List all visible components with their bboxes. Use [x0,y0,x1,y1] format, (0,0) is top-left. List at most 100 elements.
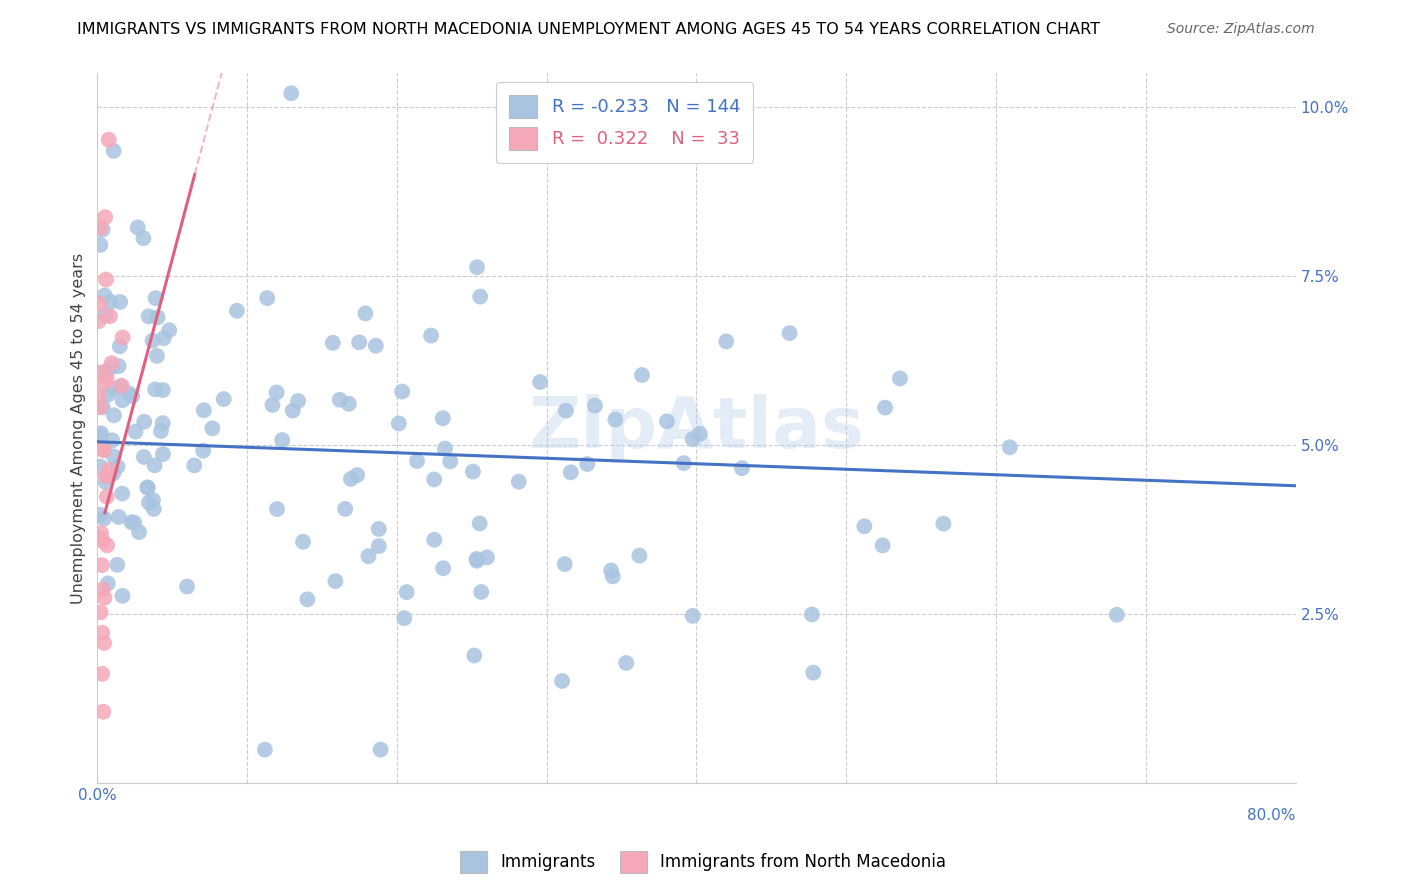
Point [682,432,704,446]
Point [152,416,174,430]
Point [132,231,155,245]
Point [97,133,120,147]
Point [873,401,896,415]
Point [138,310,160,324]
Point [97,387,120,401]
Point [201,421,224,435]
Point [91,705,114,719]
Point [292,534,315,549]
Point [107,459,129,474]
Point [90,426,112,441]
Text: ZipAtlas: ZipAtlas [529,393,865,463]
Point [110,378,132,392]
Point [89,238,111,252]
Point [176,580,198,594]
Point [105,558,128,572]
Point [142,502,165,516]
Point [354,306,377,320]
Point [93,443,115,458]
Point [94,272,117,286]
Point [256,291,278,305]
Point [406,454,429,468]
Point [103,467,125,481]
Point [93,636,115,650]
Point [93,591,115,605]
Point [138,495,160,509]
Point [325,574,347,588]
Point [98,310,121,324]
Point [998,440,1021,454]
Point [340,472,363,486]
Point [91,582,114,597]
Point [628,549,651,563]
Point [423,533,446,547]
Point [127,220,149,235]
Point [91,401,114,415]
Point [98,294,121,309]
Point [212,392,235,406]
Point [136,480,159,494]
Point [96,370,118,384]
Point [432,411,454,425]
Point [800,607,823,622]
Point [136,481,159,495]
Point [367,522,389,536]
Point [91,533,114,548]
Point [281,403,304,417]
Point [555,403,578,417]
Point [94,469,117,483]
Point [600,564,623,578]
Point [120,515,142,529]
Point [142,334,165,348]
Point [93,288,115,302]
Point [91,558,114,573]
Point [100,356,122,370]
Point [103,144,125,158]
Point [94,375,117,389]
Point [463,648,485,663]
Point [108,295,131,310]
Point [266,385,288,400]
Point [145,291,167,305]
Point [271,433,294,447]
Point [90,526,112,541]
Point [716,334,738,349]
Point [91,442,114,457]
Point [423,473,446,487]
Point [111,589,134,603]
Point [672,456,695,470]
Point [420,328,443,343]
Point [152,383,174,397]
Point [132,450,155,464]
Point [142,493,165,508]
Point [614,656,637,670]
Point [91,625,114,640]
Point [434,442,457,456]
Point [91,666,114,681]
Point [470,290,492,304]
Point [87,531,110,545]
Point [93,511,115,525]
Point [107,510,129,524]
Point [932,516,955,531]
Point [853,519,876,533]
Point [432,561,454,575]
Point [89,459,111,474]
Legend: Immigrants, Immigrants from North Macedonia: Immigrants, Immigrants from North Macedo… [453,845,953,880]
Point [801,665,824,680]
Legend: R = -0.233   N = 144, R =  0.322    N =  33: R = -0.233 N = 144, R = 0.322 N = 33 [496,82,754,162]
Point [602,569,624,583]
Point [689,426,711,441]
Point [395,585,418,599]
Point [94,364,117,378]
Point [347,335,370,350]
Point [89,366,111,380]
Point [97,462,120,476]
Point [465,552,488,566]
Point [262,398,284,412]
Point [91,222,114,236]
Point [121,389,143,403]
Point [152,331,174,345]
Point [508,475,530,489]
Point [157,323,180,337]
